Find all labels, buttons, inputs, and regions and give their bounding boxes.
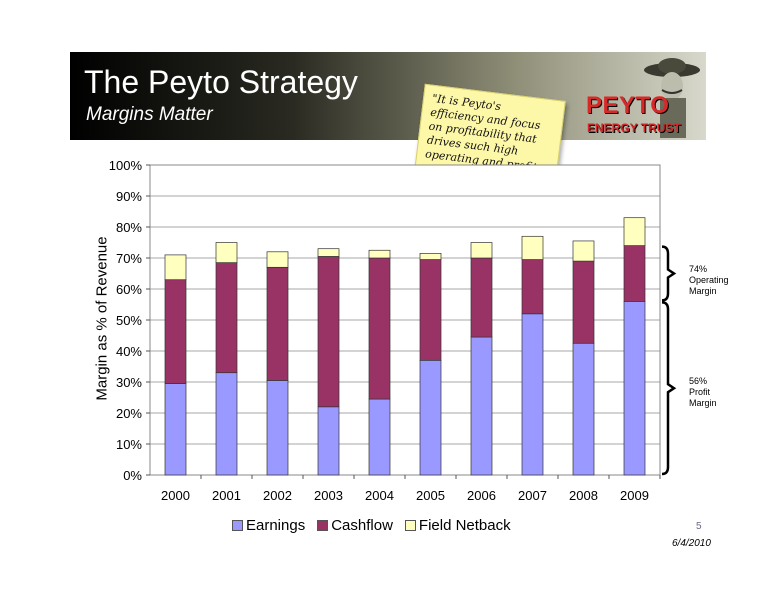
- legend-swatch-earnings: [232, 520, 243, 531]
- bar-cashflow: [470, 257, 493, 338]
- peyto-logo: [580, 56, 704, 138]
- bar-field-netback: [215, 242, 238, 263]
- bracket-operating: [661, 245, 677, 302]
- bar-cashflow: [419, 259, 442, 361]
- bar-earnings: [470, 336, 493, 476]
- bar-field-netback: [266, 251, 289, 268]
- x-tick-label: 2008: [569, 488, 598, 503]
- x-tick-label: 2002: [263, 488, 292, 503]
- y-tick-label: 50%: [116, 313, 142, 328]
- y-tick-label: 40%: [116, 344, 142, 359]
- page-number: 5: [696, 521, 702, 532]
- bar-cashflow: [317, 256, 340, 408]
- y-tick-label: 30%: [116, 375, 142, 390]
- y-tick-label: 10%: [116, 437, 142, 452]
- bar-earnings: [623, 301, 646, 476]
- bar-field-netback: [623, 217, 646, 246]
- bar-earnings: [215, 372, 238, 476]
- x-tick-label: 2007: [518, 488, 547, 503]
- x-tick-label: 2001: [212, 488, 241, 503]
- y-tick-label: 80%: [116, 220, 142, 235]
- bar-cashflow: [368, 257, 391, 400]
- y-tick-label: 60%: [116, 282, 142, 297]
- chart-legend: Earnings Cashflow Field Netback: [232, 517, 511, 534]
- legend-item-cashflow: Cashflow: [317, 517, 393, 534]
- bar-field-netback: [521, 235, 544, 260]
- bar-cashflow: [215, 262, 238, 374]
- bar-cashflow: [266, 266, 289, 381]
- bar-cashflow: [572, 260, 595, 344]
- legend-label-field-netback: Field Netback: [418, 517, 511, 534]
- cowboy-portrait-icon: [644, 58, 700, 138]
- y-tick-label: 20%: [116, 406, 142, 421]
- bar-field-netback: [317, 248, 340, 257]
- bar-earnings: [317, 406, 340, 476]
- bar-earnings: [164, 383, 187, 476]
- legend-swatch-field-netback: [404, 520, 416, 531]
- bar-field-netback: [572, 240, 595, 262]
- y-tick-label: 100%: [109, 158, 143, 173]
- x-tick-label: 2000: [161, 488, 190, 503]
- bar-field-netback: [419, 253, 442, 260]
- bar-field-netback: [470, 242, 493, 259]
- bracket-profit: [661, 301, 677, 476]
- operating-margin-annotation: 74% Operating Margin: [689, 264, 729, 296]
- legend-label-cashflow: Cashflow: [331, 517, 393, 534]
- bar-earnings: [266, 380, 289, 476]
- footer-date: 6/4/2010: [672, 538, 711, 549]
- page-title: The Peyto Strategy: [84, 64, 358, 100]
- legend-swatch-cashflow: [317, 520, 329, 531]
- x-tick-label: 2004: [365, 488, 394, 503]
- y-tick-label: 0%: [123, 468, 142, 483]
- x-tick-label: 2005: [416, 488, 445, 503]
- bar-earnings: [419, 359, 442, 476]
- bar-cashflow: [521, 259, 544, 315]
- legend-item-field-netback: Field Netback: [404, 517, 511, 534]
- logo-name: PEYTO: [586, 92, 670, 119]
- bar-field-netback: [164, 254, 187, 281]
- profit-margin-annotation: 56% Profit Margin: [689, 376, 717, 408]
- y-tick-label: 90%: [116, 189, 142, 204]
- bar-earnings: [572, 342, 595, 476]
- title-banner: [70, 52, 706, 140]
- x-tick-label: 2006: [467, 488, 496, 503]
- bar-cashflow: [623, 245, 646, 302]
- legend-item-earnings: Earnings: [232, 517, 305, 534]
- y-tick-label: 70%: [116, 251, 142, 266]
- logo-subtitle: ENERGY TRUST: [587, 121, 681, 135]
- bar-earnings: [368, 398, 391, 476]
- x-tick-label: 2003: [314, 488, 343, 503]
- x-tick-label: 2009: [620, 488, 649, 503]
- bar-earnings: [521, 313, 544, 476]
- page-subtitle: Margins Matter: [86, 104, 213, 125]
- legend-label-earnings: Earnings: [246, 517, 306, 534]
- bar-cashflow: [164, 279, 187, 384]
- bar-field-netback: [368, 249, 391, 259]
